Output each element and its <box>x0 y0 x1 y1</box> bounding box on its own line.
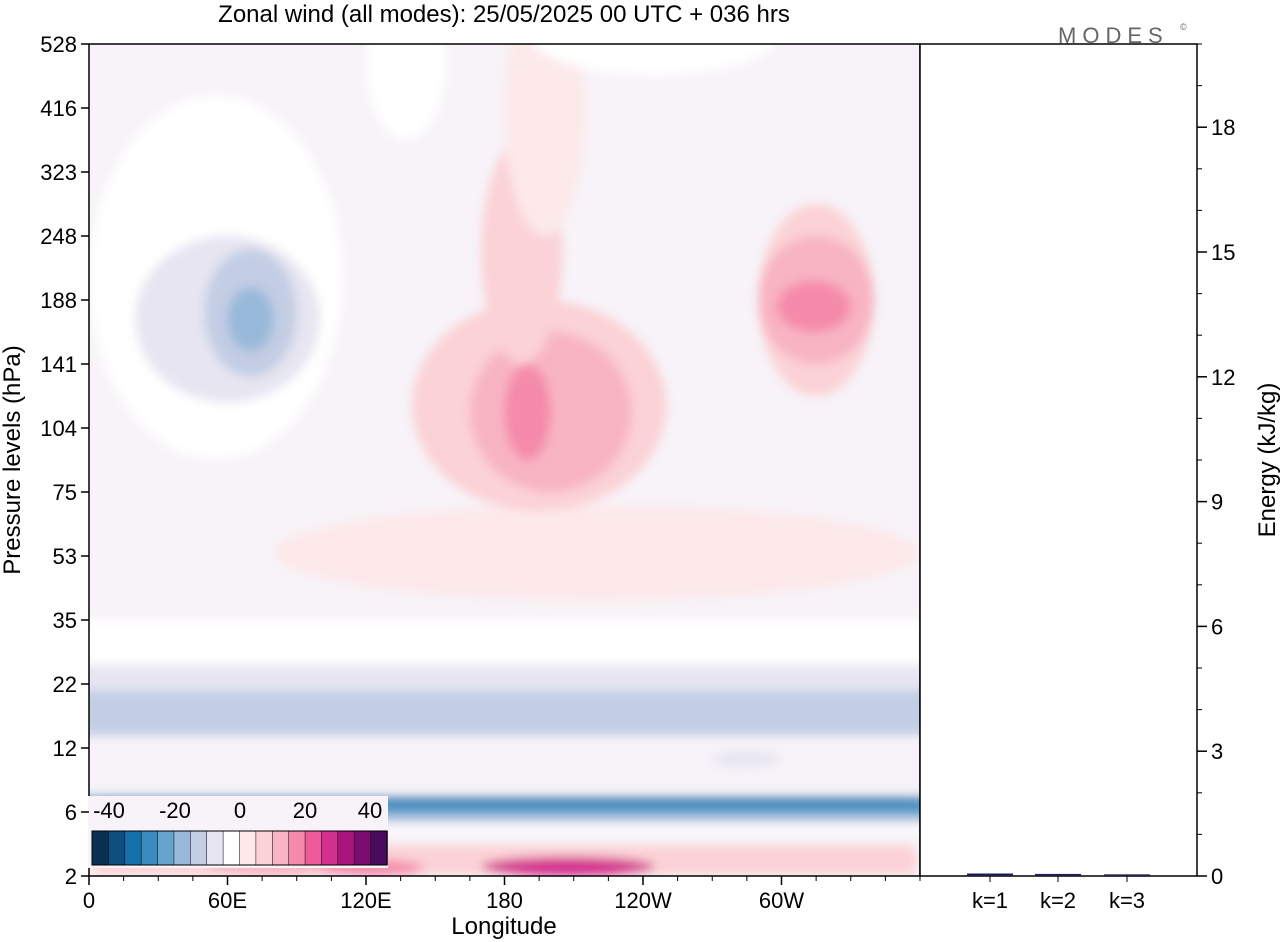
colorbar-cell <box>91 830 110 866</box>
colorbar-cell <box>239 830 257 866</box>
colorbar-cell <box>173 830 192 866</box>
colorbar-cell <box>108 830 126 866</box>
y-tick-label: 188 <box>40 288 77 313</box>
contour-region <box>273 504 920 601</box>
longitude-axis: 0 60E 120E 180 120W 60W <box>83 876 921 913</box>
contour-region <box>469 332 632 492</box>
x-tick-label: 60E <box>208 888 247 913</box>
x-tick-label: 60W <box>759 888 804 913</box>
modes-logo-mark: © <box>1180 22 1187 32</box>
contour-region <box>504 364 551 460</box>
colorbar: -40 -20 0 20 40 <box>88 796 388 868</box>
energy-tick-label: 6 <box>1211 614 1223 639</box>
contour-region <box>481 856 655 876</box>
x-axis-title: Longitude <box>451 913 556 940</box>
colorbar-cell <box>370 830 388 866</box>
y-tick-label: 12 <box>53 736 77 761</box>
colorbar-cell <box>157 830 175 866</box>
energy-bar <box>1035 873 1081 876</box>
colorbar-cell <box>337 830 355 866</box>
x-tick-label: 120E <box>340 888 391 913</box>
y-tick-label: 35 <box>53 608 77 633</box>
y-tick-label: 22 <box>53 672 77 697</box>
contour-region <box>366 44 447 140</box>
colorbar-cell <box>124 830 142 866</box>
y-tick-label: 6 <box>65 800 77 825</box>
colorbar-cell <box>222 830 241 866</box>
y-tick-label: 104 <box>40 416 77 441</box>
colorbar-cell <box>255 830 274 866</box>
energy-tick-label: 0 <box>1211 864 1223 889</box>
energy-tick-label: 9 <box>1211 490 1223 515</box>
y-tick-label: 528 <box>40 32 77 57</box>
colorbar-cell <box>206 830 224 866</box>
y-axis-title: Pressure levels (hPa) <box>0 345 26 574</box>
energy-bars <box>967 873 1150 876</box>
x-tick-label: 180 <box>486 888 523 913</box>
y-tick-label: 141 <box>40 352 77 377</box>
y-tick-label: 248 <box>40 224 77 249</box>
colorbar-cell <box>304 830 323 866</box>
contour-region <box>532 44 777 76</box>
y-tick-label: 53 <box>53 544 77 569</box>
contour-region <box>504 44 586 236</box>
contour-region <box>89 639 920 665</box>
x-tick-label: 0 <box>83 888 95 913</box>
energy-tick-label: 3 <box>1211 739 1223 764</box>
contour-region <box>89 664 920 691</box>
energy-tick-label: 15 <box>1211 240 1235 265</box>
colorbar-label-1: -40 <box>93 798 125 823</box>
y-tick-label: 2 <box>65 864 77 889</box>
colorbar-frame <box>91 830 388 866</box>
chart-title: Zonal wind (all modes): 25/05/2025 00 UT… <box>218 1 790 28</box>
energy-axis: 0 3 6 9 12 15 18 <box>1197 43 1235 889</box>
contour-region <box>712 751 782 768</box>
contour-region <box>227 287 274 352</box>
energy-category-label: k=2 <box>1040 888 1076 913</box>
contour-plot-area <box>89 44 920 876</box>
colorbar-cell <box>272 830 290 866</box>
energy-bar <box>967 873 1013 876</box>
energy-bar <box>1104 874 1150 876</box>
x-tick-label: 120W <box>614 888 672 913</box>
colorbar-label-3: 0 <box>234 798 246 823</box>
energy-category-axis: k=1 k=2 k=3 <box>972 876 1145 913</box>
energy-tick-label: 18 <box>1211 115 1235 140</box>
contour-region <box>776 280 851 332</box>
contour-regions <box>89 44 920 876</box>
y-tick-label: 75 <box>53 480 77 505</box>
energy-panel: 0 3 6 9 12 15 18 k=1 k=2 k=3 Energy (kJ/kg) <box>919 43 1280 913</box>
colorbar-cell <box>288 830 306 866</box>
colorbar-label-2: -20 <box>159 798 191 823</box>
colorbar-cell <box>353 830 372 866</box>
contour-region <box>89 620 920 640</box>
colorbar-cells <box>91 830 388 866</box>
contour-region <box>89 690 920 736</box>
colorbar-cell <box>190 830 208 866</box>
y-tick-label: 416 <box>40 96 77 121</box>
y-tick-label: 323 <box>40 160 77 185</box>
colorbar-cell <box>321 830 339 866</box>
energy-plot-frame <box>919 43 1198 877</box>
energy-axis-title: Energy (kJ/kg) <box>1254 383 1280 538</box>
colorbar-label-4: 20 <box>293 798 317 823</box>
energy-category-label: k=1 <box>972 888 1008 913</box>
colorbar-label-5: 40 <box>358 798 382 823</box>
energy-tick-label: 12 <box>1211 365 1235 390</box>
energy-category-label: k=3 <box>1109 888 1145 913</box>
colorbar-cell <box>140 830 159 866</box>
pressure-axis: 2 6 12 22 35 53 75 104 141 188 248 323 416 528 <box>40 32 89 889</box>
